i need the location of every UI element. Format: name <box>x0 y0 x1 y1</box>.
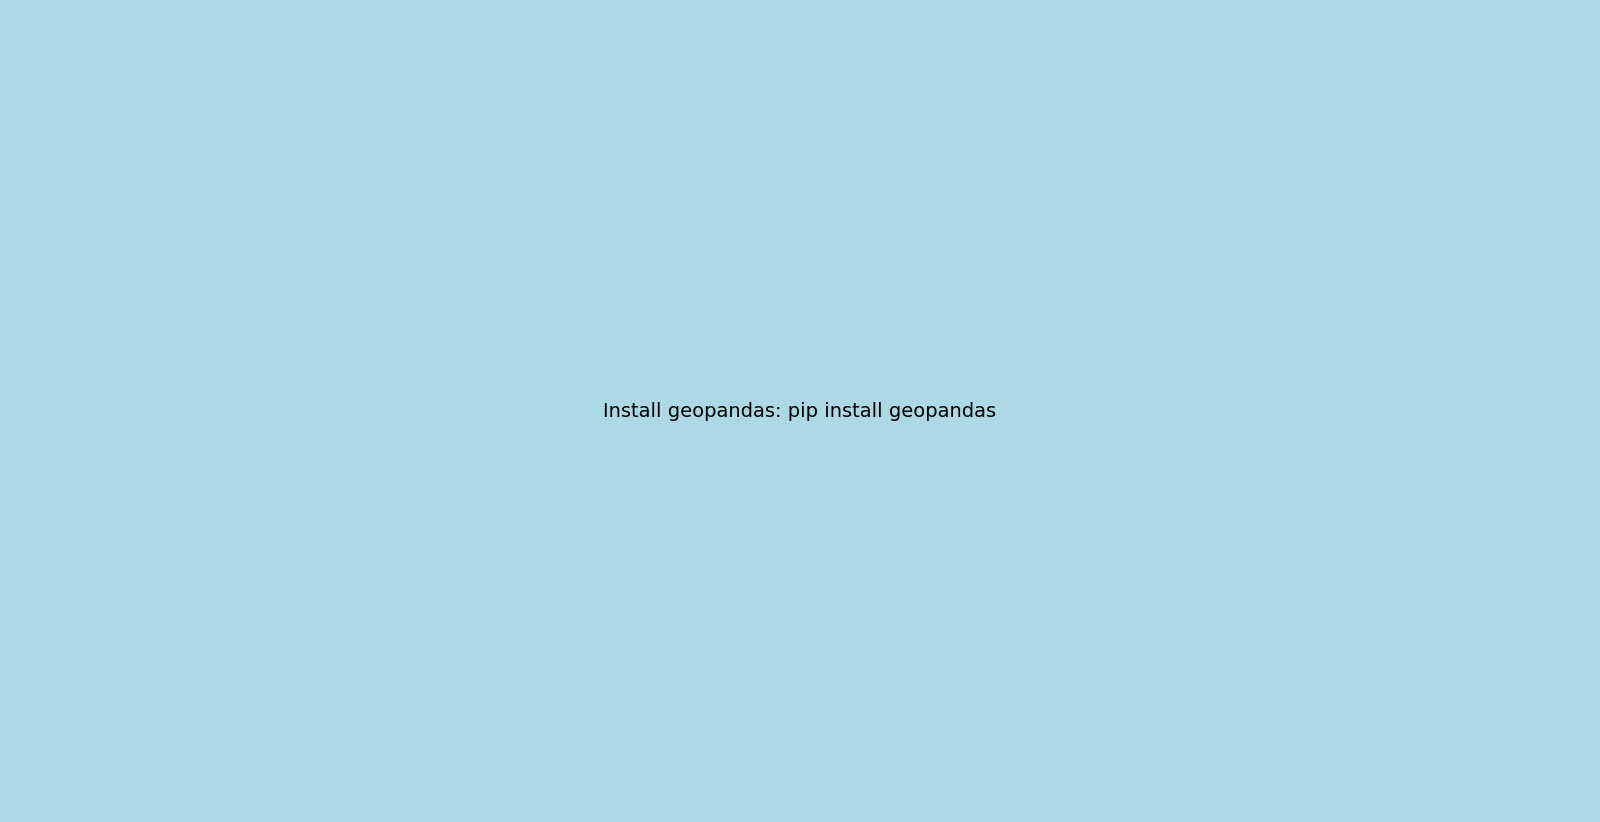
Text: Install geopandas: pip install geopandas: Install geopandas: pip install geopandas <box>603 401 997 421</box>
